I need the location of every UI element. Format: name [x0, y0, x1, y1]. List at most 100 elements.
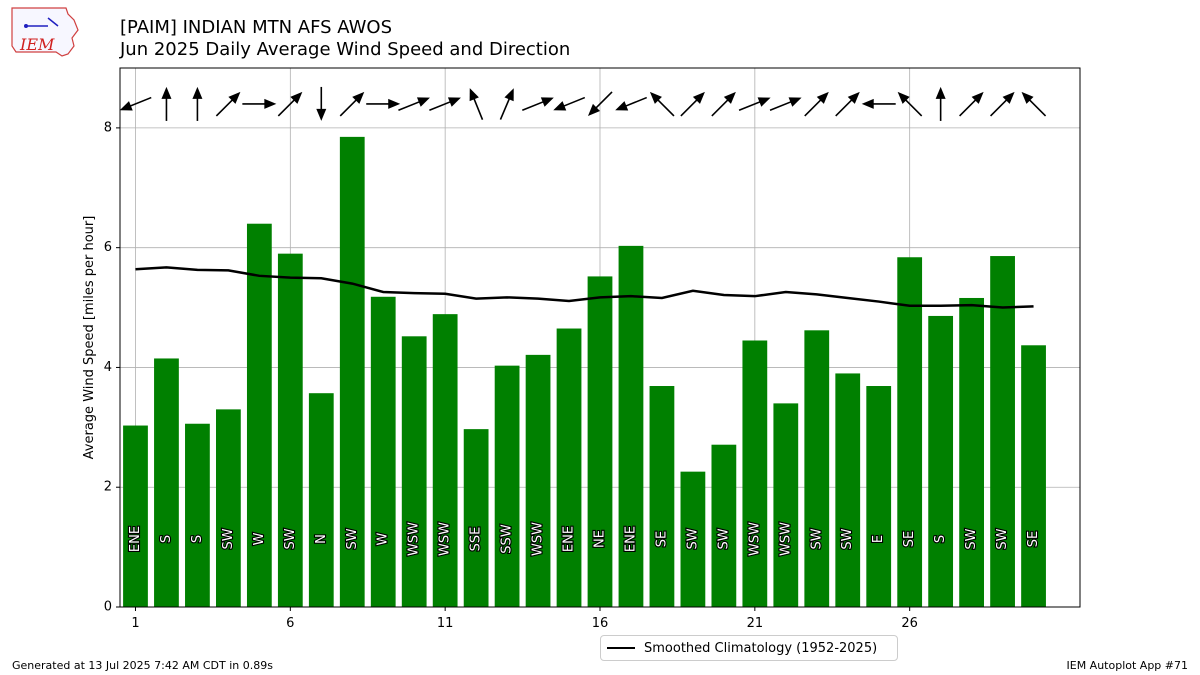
arrow-shaft [522, 99, 547, 112]
wind-arrow [215, 91, 241, 117]
bar [463, 429, 489, 607]
bar [308, 393, 334, 607]
bar [897, 257, 923, 607]
y-tick-label: 4 [104, 360, 112, 375]
logo-text: IEM [19, 35, 55, 54]
arrow-head [1002, 91, 1015, 104]
bar [649, 386, 675, 607]
direction-label: S [159, 535, 174, 543]
wind-arrow [499, 88, 514, 120]
wind-arrow [553, 96, 586, 111]
wind-arrow [835, 91, 860, 117]
wind-arrow [711, 91, 736, 117]
bar [339, 136, 365, 607]
logo-barb-flag [47, 17, 59, 27]
direction-label: SW [995, 528, 1010, 549]
bar [1021, 345, 1046, 607]
arrow-head [264, 98, 277, 109]
climatology [135, 266, 1034, 309]
y-axis-label: Average Wind Speed [miles per hour] [82, 216, 97, 460]
arrow-shaft [1026, 97, 1047, 117]
wind-arrow [769, 97, 802, 112]
bar [711, 444, 737, 607]
bar [525, 354, 551, 607]
wind-arrow [366, 98, 401, 109]
wind-arrow [192, 86, 203, 121]
x-tick-label: 1 [131, 616, 139, 631]
x-tick-label: 6 [286, 616, 294, 631]
bar [401, 336, 427, 607]
arrow-shaft [215, 97, 236, 117]
direction-label: W [376, 532, 391, 545]
arrow-shaft [398, 99, 423, 112]
arrow-head [897, 91, 910, 104]
arrow-shaft [593, 91, 613, 111]
arrow-head [352, 91, 365, 104]
y-tick-label: 0 [104, 600, 112, 615]
direction-label: SW [221, 528, 236, 549]
arrow-head [469, 88, 479, 102]
wind-arrow [119, 96, 152, 111]
wind-arrow [738, 97, 771, 112]
arrow-head [649, 91, 662, 104]
arrow-head [192, 86, 203, 99]
arrow-head [504, 88, 514, 102]
iowa-outline [11, 7, 79, 57]
arrow-head [388, 98, 401, 109]
bar [432, 314, 458, 607]
legend-label: Smoothed Climatology (1952-2025) [644, 640, 878, 656]
bar [835, 373, 861, 607]
climatology-line [135, 266, 1034, 309]
arrow-shaft [622, 96, 648, 109]
wind-arrow [804, 91, 829, 117]
direction-label: SW [716, 528, 731, 549]
direction-labels: ENE S S SW W SW N SW W WSW WSW SSE SSW WSW ENE NE ENE SE S… [127, 521, 1042, 557]
arrow-head [757, 97, 771, 107]
legend: Smoothed Climatology (1952-2025) [600, 635, 898, 661]
direction-label: SE [902, 531, 917, 547]
arrow-shaft [769, 99, 795, 112]
bar [216, 409, 241, 607]
bar [680, 471, 706, 607]
bar [618, 245, 644, 607]
arrow-head [119, 101, 133, 111]
arrow-head [861, 98, 874, 109]
direction-label: W [252, 532, 267, 545]
direction-label: SW [283, 528, 298, 549]
bar [277, 253, 303, 607]
direction-label: ENE [562, 526, 577, 552]
direction-label: N [314, 534, 329, 544]
direction-label: SW [840, 528, 855, 549]
wind-arrow [398, 97, 430, 112]
arrow-head [553, 101, 567, 111]
arrow-head [161, 86, 172, 99]
arrow-shaft [711, 97, 731, 117]
direction-label: SSW [500, 524, 515, 554]
arrow-shaft [126, 96, 152, 109]
bar [556, 328, 582, 607]
wind-arrow [649, 91, 675, 117]
direction-label: SW [685, 528, 700, 549]
arrow-shaft [959, 97, 979, 117]
arrow-shaft [680, 97, 700, 117]
bar [246, 223, 272, 607]
arrow-head [587, 103, 600, 116]
y-tick-label: 2 [104, 480, 112, 495]
wind-arrow [522, 97, 554, 112]
x-tick-label: 26 [901, 616, 918, 631]
wind-arrow [277, 91, 303, 117]
bar [928, 315, 954, 607]
arrow-shaft [902, 97, 923, 117]
arrow-head [788, 97, 802, 107]
wind-arrow [615, 96, 648, 111]
arrow-shaft [277, 97, 298, 117]
wind-arrow [161, 86, 172, 121]
wind-arrow [935, 86, 946, 121]
arrow-shaft [429, 99, 454, 112]
wind-arrow [989, 91, 1015, 117]
arrow-head [816, 91, 829, 104]
direction-label: SSE [469, 527, 484, 552]
direction-label: WSW [747, 522, 762, 556]
arrow-head [847, 91, 860, 104]
